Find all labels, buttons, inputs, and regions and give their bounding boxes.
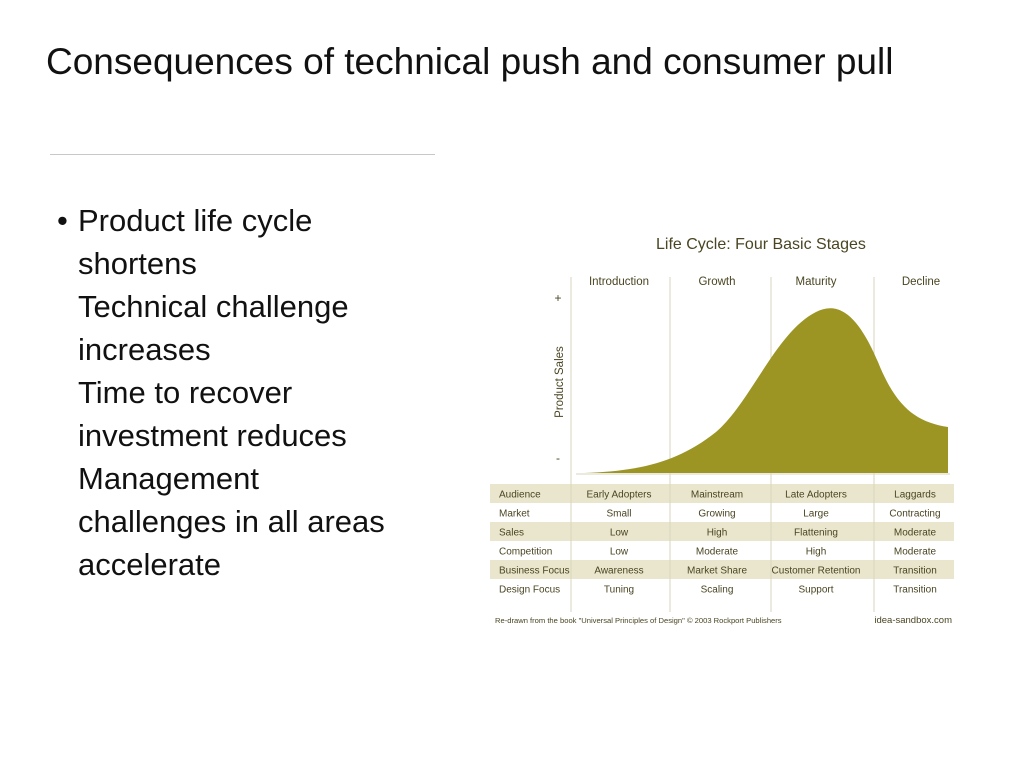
- footer-credit: Re-drawn from the book "Universal Princi…: [495, 616, 782, 625]
- row-label-sales: Sales: [499, 528, 524, 539]
- table-cell-business-focus-introduction: Awareness: [594, 566, 643, 577]
- row-label-design-focus: Design Focus: [499, 585, 560, 596]
- bullet-list: • Product life cycle shortens Technical …: [57, 199, 457, 586]
- row-label-market: Market: [499, 509, 530, 520]
- bullet-line: investment reduces: [78, 418, 347, 453]
- y-axis-label: Product Sales: [554, 346, 566, 418]
- table-cell-competition-maturity: High: [806, 547, 827, 558]
- slide-title: Consequences of technical push and consu…: [46, 41, 894, 82]
- bullet-line: shortens: [78, 246, 197, 281]
- bullet-line: Technical challenge: [78, 289, 349, 324]
- table-cell-audience-maturity: Late Adopters: [785, 490, 847, 501]
- table-cell-sales-decline: Moderate: [894, 528, 937, 539]
- table-cell-audience-decline: Laggards: [894, 490, 936, 501]
- table-stripe: [490, 522, 954, 541]
- bullet-line: Product life cycle: [78, 203, 313, 238]
- table-cell-market-decline: Contracting: [889, 509, 940, 520]
- table-stripe: [490, 484, 954, 503]
- table-cell-design-focus-maturity: Support: [798, 585, 833, 596]
- table-cell-market-introduction: Small: [606, 509, 631, 520]
- title-divider: [50, 154, 435, 155]
- bullet-line: accelerate: [78, 547, 222, 582]
- table-cell-sales-maturity: Flattening: [794, 528, 838, 539]
- y-axis-plus: +: [554, 291, 561, 305]
- table-cell-business-focus-growth: Market Share: [687, 566, 747, 577]
- row-label-competition: Competition: [499, 547, 552, 558]
- table-cell-audience-introduction: Early Adopters: [586, 490, 651, 501]
- bullet-line: Management: [78, 461, 259, 496]
- table-cell-design-focus-introduction: Tuning: [604, 585, 634, 596]
- table-cell-market-growth: Growing: [698, 509, 735, 520]
- table-cell-competition-introduction: Low: [610, 547, 629, 558]
- table-cell-sales-growth: High: [707, 528, 728, 539]
- y-axis-minus: -: [556, 451, 560, 465]
- stage-label-growth: Growth: [698, 276, 735, 288]
- bullet-dot-icon: •: [57, 203, 68, 238]
- table-cell-business-focus-maturity: Customer Retention: [772, 566, 861, 577]
- footer-url: idea-sandbox.com: [874, 615, 952, 626]
- chart-title: Life Cycle: Four Basic Stages: [656, 236, 866, 253]
- stage-table: Audience Early Adopters Mainstream Late Ado…: [499, 490, 941, 596]
- table-cell-business-focus-decline: Transition: [893, 566, 937, 577]
- stage-label-introduction: Introduction: [589, 276, 649, 288]
- row-label-audience: Audience: [499, 490, 541, 501]
- table-cell-design-focus-decline: Transition: [893, 585, 937, 596]
- table-stripes: [490, 484, 954, 579]
- life-cycle-curve: [584, 308, 948, 473]
- table-cell-audience-growth: Mainstream: [691, 490, 743, 501]
- bullet-line: challenges in all areas: [78, 504, 385, 539]
- table-cell-competition-growth: Moderate: [696, 547, 739, 558]
- bullet-item: • Product life cycle shortens Technical …: [57, 199, 457, 586]
- bullet-line: increases: [78, 332, 211, 367]
- table-cell-sales-introduction: Low: [610, 528, 629, 539]
- table-cell-competition-decline: Moderate: [894, 547, 937, 558]
- row-label-business-focus: Business Focus: [499, 566, 570, 577]
- table-stripe: [490, 560, 954, 579]
- stage-label-decline: Decline: [902, 276, 940, 288]
- table-cell-design-focus-growth: Scaling: [701, 585, 734, 596]
- stage-label-maturity: Maturity: [796, 276, 837, 288]
- table-cell-market-maturity: Large: [803, 509, 829, 520]
- life-cycle-diagram: Life Cycle: Four Basic Stages Introducti…: [490, 236, 954, 626]
- bullet-line: Time to recover: [78, 375, 293, 410]
